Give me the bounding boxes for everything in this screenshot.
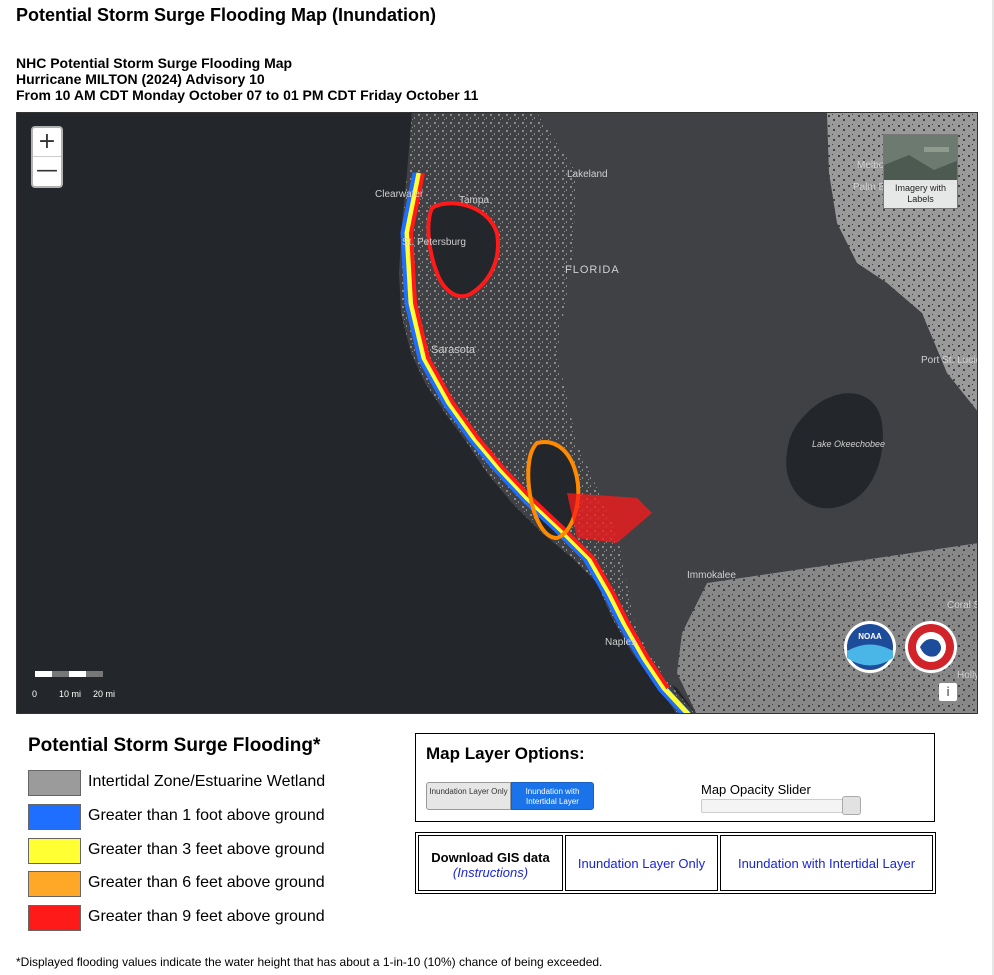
place-label-clearwater: Clearwater [375,189,424,200]
inundation-intertidal-toggle[interactable]: Inundation with Intertidal Layer [511,782,594,810]
zoom-in-button[interactable]: + [33,128,61,157]
legend-swatch-1ft [28,804,81,830]
page-edge [992,0,994,975]
subtitle-line: From 10 AM CDT Monday October 07 to 01 P… [16,87,479,103]
place-label-coral-springs: Coral Springs [947,600,978,611]
place-label-hollywood: Hollywood [957,670,978,681]
legend-swatch-6ft [28,871,81,897]
surge-fort-myers-area [567,493,652,543]
gis-download-cell: Download GIS data (Instructions) [418,835,563,891]
scale-segment [69,671,86,677]
gis-download-label: Download GIS data [431,850,550,865]
speckled-everglades [677,543,977,713]
legend-label: Greater than 3 feet above ground [88,841,325,858]
subtitle-line: Hurricane MILTON (2024) Advisory 10 [16,71,265,87]
legend-swatch-9ft [28,905,81,931]
footnote: *Displayed flooding values indicate the … [16,955,603,969]
place-label-sarasota: Sarasota [431,344,476,356]
legend-swatch-intertidal [28,770,81,796]
place-label-palm-bay: Palm Bay [853,182,896,193]
options-title: Map Layer Options: [426,744,585,763]
map-canvas[interactable]: Lakeland Clearwater Tampa St. Petersburg… [17,113,978,714]
place-label-naples: Naples [605,637,636,648]
subtitle-line: NHC Potential Storm Surge Flooding Map [16,55,293,71]
gis-inundation-only-link[interactable]: Inundation Layer Only [577,856,706,871]
legend-label: Greater than 6 feet above ground [88,874,325,891]
place-label-st-petersburg: St. Petersburg [402,237,466,248]
gis-inundation-only-cell: Inundation Layer Only [565,835,718,891]
national-weather-service-logo [905,621,957,673]
surge-yellow-band [404,172,691,713]
place-label-lake-okeechobee: Lake Okeechobee [812,439,885,449]
opacity-slider-track[interactable] [701,799,861,813]
legend-swatch-3ft [28,838,81,864]
legend-label: Intertidal Zone/Estuarine Wetland [88,773,326,790]
storm-surge-map[interactable]: Lakeland Clearwater Tampa St. Petersburg… [16,112,978,714]
place-label-florida: FLORIDA [565,264,620,276]
page-title: Potential Storm Surge Flooding Map (Inun… [16,5,436,25]
place-label-melbourne: Melbourne [857,160,905,171]
surge-red-band [408,172,670,690]
opacity-slider-thumb[interactable] [842,796,861,815]
scale-label: 0 [32,689,38,699]
scale-segment [86,671,103,677]
noaa-logo: NOAA [844,621,896,673]
lake-okeechobee [786,393,883,509]
gis-intertidal-link[interactable]: Inundation with Intertidal Layer [737,856,916,871]
gis-instructions-link[interactable]: (Instructions) [452,865,529,880]
legend-label: Greater than 9 feet above ground [88,908,325,925]
surge-charlotte-harbor-ring [526,440,581,541]
svg-text:NOAA: NOAA [858,632,882,641]
tampa-bay [428,203,498,297]
legend-label: Greater than 1 foot above ground [88,807,325,824]
inundation-only-toggle[interactable]: Inundation Layer Only [426,782,511,810]
scale-segment [35,671,52,677]
gis-instructions-cell: (Instructions) [419,865,562,880]
surge-tampa-bay-ring [426,201,500,299]
place-label-lakeland: Lakeland [567,169,608,180]
basemap-thumbnail [884,135,957,185]
scale-segment [52,671,69,677]
place-label-immokalee: Immokalee [687,570,736,581]
place-label-tampa: Tampa [459,195,489,206]
gis-download-table: Download GIS data (Instructions) Inundat… [415,832,936,894]
basemap-toggle[interactable]: Imagery with Labels [883,134,958,209]
legend-title: Potential Storm Surge Flooding* [28,735,321,756]
zoom-control: + — [31,126,63,188]
place-label-port-st-lucie: Port St. Lucie [921,355,978,366]
gis-intertidal-cell: Inundation with Intertidal Layer [720,835,933,891]
zoom-out-button[interactable]: — [36,158,58,183]
opacity-slider-label: Map Opacity Slider [701,782,811,797]
scale-label: 10 mi [59,689,82,699]
scale-label: 20 mi [93,689,116,699]
basemap-toggle-label: Imagery with Labels [884,180,957,208]
map-layer-options: Map Layer Options: Inundation Layer Only… [415,733,935,822]
info-icon[interactable]: i [939,683,957,701]
